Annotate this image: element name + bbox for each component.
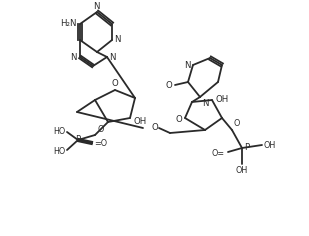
Text: OH: OH: [264, 140, 276, 149]
Text: O: O: [165, 81, 172, 90]
Text: OH: OH: [236, 166, 248, 175]
Text: N: N: [202, 99, 209, 108]
Text: N: N: [114, 35, 121, 45]
Text: OH: OH: [134, 117, 147, 126]
Text: O: O: [152, 123, 159, 132]
Text: O=: O=: [212, 148, 225, 157]
Text: P: P: [244, 143, 249, 152]
Text: O: O: [175, 114, 182, 123]
Text: O: O: [97, 125, 104, 134]
Text: N: N: [109, 52, 116, 62]
Text: O: O: [112, 79, 118, 88]
Text: =O: =O: [94, 139, 107, 148]
Text: OH: OH: [216, 94, 229, 104]
Text: N: N: [93, 2, 99, 11]
Text: P: P: [75, 135, 81, 144]
Text: HO: HO: [53, 126, 65, 135]
Text: N: N: [184, 60, 191, 69]
Text: H₂N: H₂N: [61, 20, 77, 29]
Text: N: N: [70, 52, 77, 62]
Text: O: O: [233, 119, 239, 128]
Text: HO: HO: [53, 147, 65, 156]
